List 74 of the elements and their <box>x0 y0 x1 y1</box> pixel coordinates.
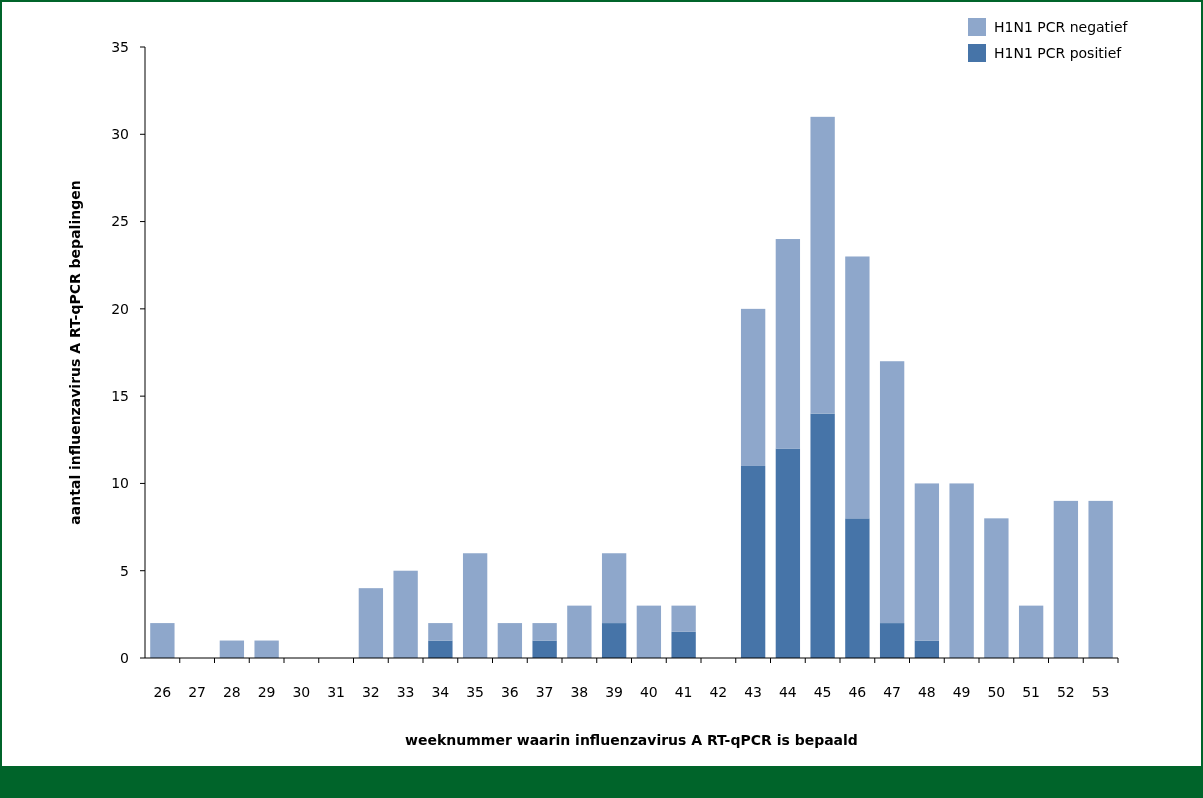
x-tick-label: 42 <box>709 684 728 700</box>
x-tick-label: 53 <box>1091 684 1110 700</box>
x-tick-label: 50 <box>987 684 1006 700</box>
bar <box>532 623 557 641</box>
bar <box>1018 605 1044 658</box>
bar <box>671 631 696 658</box>
x-tick-label: 39 <box>605 684 624 700</box>
bar <box>532 640 557 658</box>
bar <box>428 623 453 641</box>
x-tick-label: 49 <box>952 684 971 700</box>
y-tick-label: 20 <box>111 300 129 317</box>
x-tick-label: 35 <box>466 684 485 700</box>
bar <box>393 570 418 658</box>
y-axis-title: aantal influenzavirus A RT-qPCR bepalingen <box>67 180 83 525</box>
bar <box>636 605 662 658</box>
x-tick-label: 47 <box>883 684 902 700</box>
bar <box>810 116 835 414</box>
x-tick-label: 37 <box>535 684 554 700</box>
y-tick-label: 15 <box>111 388 129 405</box>
x-tick-label: 30 <box>292 684 311 700</box>
bar <box>428 640 453 658</box>
x-tick-label: 32 <box>361 684 380 700</box>
bar <box>497 623 523 658</box>
y-tick-label: 10 <box>111 475 129 492</box>
bar <box>462 553 488 658</box>
bar <box>879 361 905 624</box>
y-tick-label: 35 <box>111 38 129 55</box>
x-tick-label: 44 <box>778 684 797 700</box>
legend-label: H1N1 PCR negatief <box>994 18 1129 35</box>
bar <box>219 640 245 658</box>
y-tick-label: 0 <box>120 649 129 666</box>
x-tick-label: 51 <box>1022 684 1041 700</box>
bar <box>567 605 592 658</box>
bar <box>914 483 940 641</box>
bar <box>358 588 384 658</box>
bar <box>845 518 870 658</box>
x-tick-label: 43 <box>744 684 763 700</box>
bar <box>740 308 766 466</box>
x-tick-label: 52 <box>1056 684 1075 700</box>
x-tick-label: 29 <box>257 684 276 700</box>
x-tick-label: 28 <box>222 684 241 700</box>
bar <box>775 239 801 449</box>
bar <box>601 623 627 658</box>
bar <box>150 623 175 658</box>
x-tick-label: 26 <box>153 684 172 700</box>
bar <box>949 483 974 658</box>
bar <box>775 448 801 658</box>
x-axis-title: weeknummer waarin influenzavirus A RT-qPCR is bepaald <box>405 732 858 748</box>
y-tick-label: 5 <box>120 562 129 579</box>
bar <box>879 623 905 658</box>
bar <box>1053 500 1079 658</box>
x-tick-label: 45 <box>813 684 832 700</box>
x-tick-label: 27 <box>188 684 207 700</box>
bar <box>254 640 279 658</box>
x-tick-label: 31 <box>327 684 346 700</box>
x-tick-label: 34 <box>431 684 450 700</box>
x-tick-label: 48 <box>917 684 936 700</box>
bar <box>1088 500 1113 658</box>
bar <box>740 465 766 658</box>
bar <box>671 605 696 632</box>
bar <box>601 553 627 624</box>
y-tick-label: 25 <box>111 213 129 230</box>
y-tick-label: 30 <box>111 126 129 143</box>
x-tick-label: 46 <box>848 684 867 700</box>
bar <box>810 413 835 658</box>
legend-label: H1N1 PCR positief <box>994 44 1123 61</box>
x-tick-label: 40 <box>639 684 658 700</box>
x-tick-label: 38 <box>570 684 589 700</box>
bar <box>914 640 940 658</box>
x-tick-label: 36 <box>500 684 519 700</box>
x-tick-label: 41 <box>674 684 693 700</box>
x-tick-label: 33 <box>396 684 415 700</box>
bar <box>845 256 870 519</box>
bar <box>984 518 1009 658</box>
